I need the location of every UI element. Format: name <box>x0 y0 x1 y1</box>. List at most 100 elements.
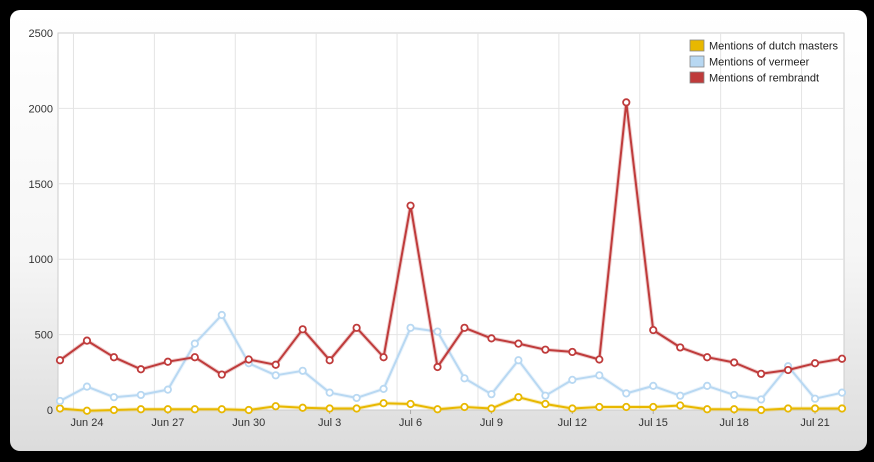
legend-swatch <box>689 39 705 52</box>
y-tick-label: 2500 <box>29 28 53 40</box>
data-point <box>217 405 226 414</box>
data-point <box>837 354 847 363</box>
data-point <box>82 406 92 415</box>
data-point <box>352 323 361 332</box>
data-point <box>730 358 739 367</box>
data-point <box>406 399 415 409</box>
y-tick-label: 2000 <box>29 103 53 115</box>
grid-lines <box>58 33 844 410</box>
y-tick-label: 1500 <box>29 179 53 191</box>
data-point <box>109 353 119 362</box>
series-line <box>59 396 842 412</box>
x-tick-label: Jul 3 <box>318 417 341 429</box>
series-line <box>59 314 843 402</box>
data-point <box>379 384 388 393</box>
data-point <box>244 405 253 415</box>
data-point <box>136 365 145 374</box>
data-point <box>406 201 415 210</box>
data-point <box>460 374 469 383</box>
data-point <box>487 404 496 413</box>
legend-label: Mentions of rembrandt <box>709 73 819 85</box>
x-tick-label: Jun 30 <box>232 417 265 429</box>
data-point <box>163 385 172 394</box>
data-point <box>325 356 334 365</box>
chart-panel: 0 500 1000 1500 2000 2500 Jun 24 Jun 27 Jun 30 Ju… <box>10 10 867 451</box>
data-point <box>82 382 92 391</box>
data-point <box>271 360 280 369</box>
data-point <box>271 371 280 380</box>
data-point <box>595 355 604 364</box>
data-point <box>810 359 820 368</box>
data-point <box>541 345 550 354</box>
x-tick-label: Jul 21 <box>800 417 829 429</box>
data-point <box>163 357 172 366</box>
data-point <box>595 402 604 412</box>
legend-swatch <box>689 55 705 68</box>
data-point <box>406 323 415 332</box>
legend-swatch <box>689 71 705 84</box>
data-point <box>703 381 712 390</box>
data-point <box>757 405 766 415</box>
data-point <box>136 390 145 400</box>
data-point <box>568 347 577 357</box>
data-point <box>190 339 199 348</box>
series-lines <box>55 98 847 415</box>
data-point <box>622 98 631 107</box>
data-point <box>298 366 307 375</box>
data-point <box>487 390 496 399</box>
data-point <box>325 404 334 413</box>
data-point <box>837 404 847 413</box>
data-point <box>217 310 226 320</box>
data-point <box>109 393 119 402</box>
data-point <box>82 336 92 345</box>
data-point <box>783 365 793 375</box>
data-point <box>676 391 685 400</box>
data-point <box>703 405 712 414</box>
data-point <box>55 396 65 406</box>
data-point <box>298 325 307 334</box>
x-tick-label: Jun 24 <box>70 417 103 429</box>
data-point <box>460 323 469 332</box>
data-point <box>757 395 766 404</box>
data-point <box>676 401 685 410</box>
data-point <box>379 353 388 362</box>
y-tick-label: 0 <box>47 405 53 417</box>
legend: Mentions of dutch masters Mentions of ver… <box>689 39 839 85</box>
data-point <box>649 325 658 335</box>
data-point <box>325 388 334 397</box>
x-tick-label: Jun 27 <box>151 417 184 429</box>
data-point <box>433 327 442 336</box>
data-point <box>190 353 199 362</box>
data-point <box>433 362 442 372</box>
data-point <box>703 353 712 362</box>
data-point <box>541 391 550 400</box>
x-tick-label: Jul 15 <box>639 417 668 429</box>
data-point <box>163 405 172 414</box>
data-point <box>730 405 739 414</box>
data-point <box>352 404 361 413</box>
data-point <box>190 405 199 414</box>
data-point <box>676 343 685 352</box>
x-tick-label: Jul 12 <box>558 417 587 429</box>
data-point <box>622 389 631 398</box>
y-tick-label: 1000 <box>29 254 53 266</box>
x-tick-label: Jul 9 <box>480 417 503 429</box>
data-point <box>433 405 442 414</box>
data-point <box>244 355 253 364</box>
data-point <box>514 339 523 348</box>
axis-labels: 0 500 1000 1500 2000 2500 Jun 24 Jun 27 Jun 30 Ju… <box>29 28 830 429</box>
data-point <box>55 404 65 413</box>
data-point <box>730 390 739 400</box>
data-point <box>837 388 847 397</box>
data-point <box>514 356 523 365</box>
y-tick-label: 500 <box>35 330 53 342</box>
data-point <box>271 402 280 411</box>
data-point <box>379 399 388 408</box>
data-point <box>622 402 631 412</box>
data-point <box>810 394 820 403</box>
data-point <box>55 356 65 365</box>
data-point <box>810 404 820 413</box>
data-point <box>352 393 361 403</box>
data-point <box>541 399 550 409</box>
series-line <box>59 101 843 376</box>
